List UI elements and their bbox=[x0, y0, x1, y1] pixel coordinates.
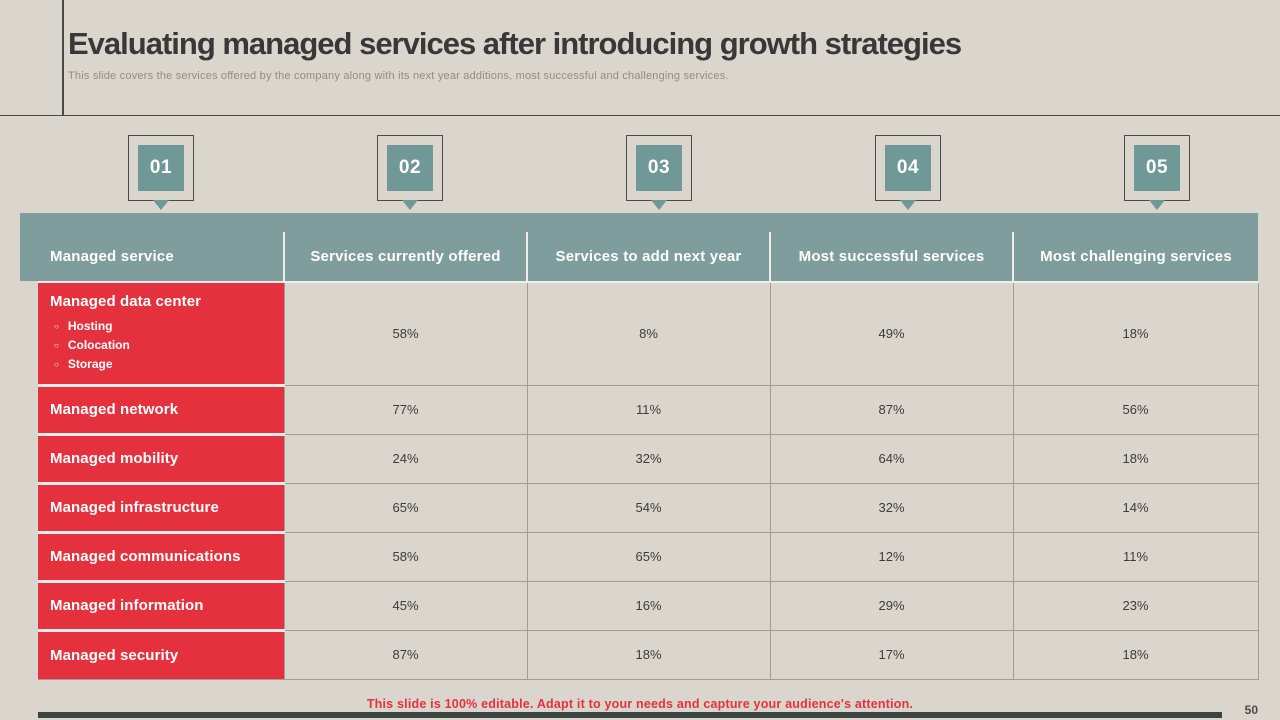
table-cell: 87% bbox=[769, 384, 1014, 435]
table-cell: 11% bbox=[1012, 531, 1259, 582]
table-cell: 65% bbox=[526, 531, 771, 582]
column-header-next-year: Services to add next year bbox=[527, 232, 771, 283]
table-header-row: Managed service Services currently offer… bbox=[38, 232, 1258, 283]
table-cell: 29% bbox=[769, 580, 1014, 631]
table-cell: 56% bbox=[1012, 384, 1259, 435]
table-cell: 58% bbox=[283, 531, 528, 582]
table-row: Managed information 45% 16% 29% 23% bbox=[38, 580, 1259, 632]
table-cell: 54% bbox=[526, 482, 771, 533]
list-item: Hosting bbox=[54, 317, 274, 336]
column-header-successful: Most successful services bbox=[770, 232, 1014, 283]
step-badge-01: 01 bbox=[128, 135, 194, 210]
services-table: Managed service Services currently offer… bbox=[38, 232, 1259, 680]
table-cell: 58% bbox=[283, 281, 528, 386]
step-badge-05: 05 bbox=[1124, 135, 1190, 210]
table-row: Managed data center Hosting Colocation S… bbox=[38, 281, 1259, 387]
table-cell: 32% bbox=[526, 433, 771, 484]
service-label: Managed network bbox=[50, 401, 179, 418]
service-name-cell: Managed infrastructure bbox=[38, 483, 285, 534]
column-header-service: Managed service bbox=[38, 232, 285, 283]
table-row: Managed mobility 24% 32% 64% 18% bbox=[38, 433, 1259, 485]
table-cell: 49% bbox=[769, 281, 1014, 386]
step-number: 03 bbox=[636, 145, 682, 191]
service-label: Managed security bbox=[50, 646, 179, 664]
table-cell: 65% bbox=[283, 482, 528, 533]
step-number: 04 bbox=[885, 145, 931, 191]
table-cell: 64% bbox=[769, 433, 1014, 484]
arrow-down-icon bbox=[900, 200, 916, 210]
horizontal-divider bbox=[0, 115, 1280, 116]
page-subtitle: This slide covers the services offered b… bbox=[68, 69, 729, 82]
arrow-down-icon bbox=[1149, 200, 1165, 210]
table-row: Managed communications 58% 65% 12% 11% bbox=[38, 531, 1259, 583]
table-cell: 32% bbox=[769, 482, 1014, 533]
step-number: 05 bbox=[1134, 145, 1180, 191]
step-number: 02 bbox=[387, 145, 433, 191]
page-title: Evaluating managed services after introd… bbox=[68, 26, 962, 61]
table-row: Managed network 77% 11% 87% 56% bbox=[38, 384, 1259, 436]
table-cell: 18% bbox=[1012, 281, 1259, 386]
table-cell: 12% bbox=[769, 531, 1014, 582]
step-badge-03: 03 bbox=[626, 135, 692, 210]
column-header-current: Services currently offered bbox=[284, 232, 528, 283]
table-cell: 17% bbox=[769, 629, 1014, 680]
list-item: Storage bbox=[54, 355, 274, 374]
step-badge-row: 01 02 03 04 05 bbox=[0, 135, 1280, 210]
service-name-cell: Managed network bbox=[38, 385, 285, 436]
service-label: Managed information bbox=[50, 597, 204, 614]
service-name-cell: Managed communications bbox=[38, 532, 285, 583]
service-label: Managed data center bbox=[50, 293, 202, 310]
table-row: Managed security 87% 18% 17% 18% bbox=[38, 629, 1259, 680]
service-name-cell: Managed mobility bbox=[38, 434, 285, 485]
table-cell: 45% bbox=[283, 580, 528, 631]
editable-note: This slide is 100% editable. Adapt it to… bbox=[366, 697, 914, 711]
table-cell: 16% bbox=[526, 580, 771, 631]
table-cell: 14% bbox=[1012, 482, 1259, 533]
bottom-accent-bar bbox=[38, 712, 1222, 718]
arrow-down-icon bbox=[402, 200, 418, 210]
slide-header: Evaluating managed services after introd… bbox=[68, 26, 1248, 82]
vertical-divider bbox=[62, 0, 64, 115]
service-sublist: Hosting Colocation Storage bbox=[50, 317, 274, 375]
step-number: 01 bbox=[138, 145, 184, 191]
table-cell: 8% bbox=[526, 281, 771, 386]
services-table-wrap: Managed service Services currently offer… bbox=[20, 213, 1259, 680]
column-header-challenging: Most challenging services bbox=[1013, 232, 1258, 283]
table-cell: 18% bbox=[1012, 433, 1259, 484]
service-name-cell: Managed data center Hosting Colocation S… bbox=[38, 282, 285, 387]
arrow-down-icon bbox=[153, 200, 169, 210]
arrow-down-icon bbox=[651, 200, 667, 210]
service-name-cell: Managed information bbox=[38, 581, 285, 632]
step-badge-04: 04 bbox=[875, 135, 941, 210]
table-cell: 77% bbox=[283, 384, 528, 435]
service-label: Managed communications bbox=[50, 548, 241, 565]
table-cell: 11% bbox=[526, 384, 771, 435]
table-cell: 24% bbox=[283, 433, 528, 484]
service-label: Managed mobility bbox=[50, 450, 179, 467]
table-cell: 18% bbox=[526, 629, 771, 680]
step-badge-02: 02 bbox=[377, 135, 443, 210]
table-cell: 23% bbox=[1012, 580, 1259, 631]
table-row: Managed infrastructure 65% 54% 32% 14% bbox=[38, 482, 1259, 534]
table-cell: 87% bbox=[283, 629, 528, 680]
page-number: 50 bbox=[1244, 703, 1258, 717]
service-label: Managed infrastructure bbox=[50, 499, 219, 516]
list-item: Colocation bbox=[54, 336, 274, 355]
table-cell: 18% bbox=[1012, 629, 1259, 680]
service-name-cell: Managed security bbox=[38, 630, 285, 680]
